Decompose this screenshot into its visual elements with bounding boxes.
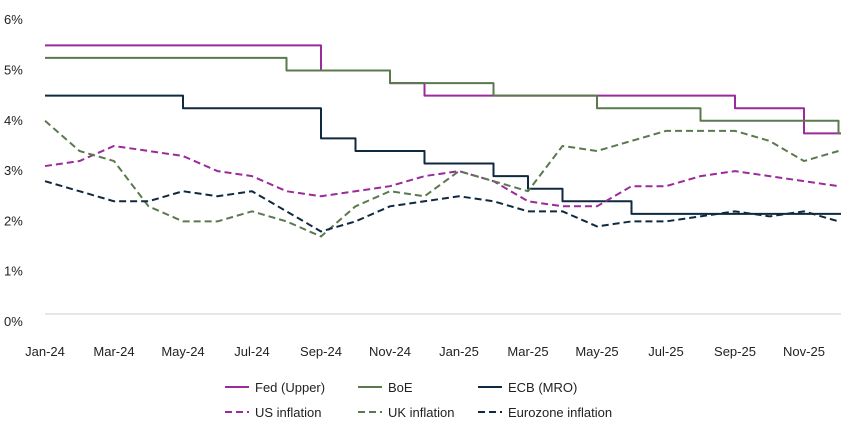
y-tick-label: 4% — [4, 113, 23, 128]
x-tick-label: Jul-24 — [234, 344, 269, 359]
legend-item-fed-upper: Fed (Upper) — [225, 380, 325, 395]
x-tick-label: Mar-25 — [507, 344, 548, 359]
series-line-boe — [45, 56, 841, 135]
legend-item-uk-inflation: UK inflation — [358, 405, 454, 420]
x-tick-label: Nov-24 — [369, 344, 411, 359]
legend-item-eurozone-inflation: Eurozone inflation — [478, 405, 612, 420]
legend-item-boe: BoE — [358, 380, 413, 395]
series-line-us-inflation — [44, 144, 839, 208]
x-tick-label: May-25 — [575, 344, 618, 359]
x-tick-label: Sep-24 — [300, 344, 342, 359]
legend-label: Eurozone inflation — [508, 405, 612, 420]
legend-item-us-inflation: US inflation — [225, 405, 321, 420]
series-line-ecb-mro — [45, 94, 841, 215]
y-tick-label: 0% — [4, 314, 23, 329]
series-line-fed-upper — [45, 44, 841, 135]
y-tick-label: 2% — [4, 213, 23, 228]
legend-label: US inflation — [255, 405, 321, 420]
x-tick-label: Mar-24 — [93, 344, 134, 359]
legend: Fed (Upper) BoE ECB (MRO) US inflation UK in… — [225, 380, 612, 420]
x-tick-label: Jul-25 — [648, 344, 683, 359]
y-tick-label: 5% — [4, 63, 23, 78]
legend-label: UK inflation — [388, 405, 454, 420]
series-line-eurozone-inflation — [44, 180, 839, 233]
legend-label: BoE — [388, 380, 413, 395]
y-tick-label: 1% — [4, 264, 23, 279]
y-axis-ticks: 0% 1% 2% 3% 4% 5% 6% — [4, 12, 23, 329]
y-tick-label: 3% — [4, 163, 23, 178]
series-lines — [44, 44, 841, 238]
x-tick-label: Nov-25 — [783, 344, 825, 359]
x-tick-label: Jan-25 — [439, 344, 479, 359]
legend-label: Fed (Upper) — [255, 380, 325, 395]
x-tick-label: Sep-25 — [714, 344, 756, 359]
x-axis-ticks: Jan-24 Mar-24 May-24 Jul-24 Sep-24 Nov-24 Jan-… — [25, 344, 825, 359]
x-tick-label: Jan-24 — [25, 344, 65, 359]
legend-item-ecb-mro: ECB (MRO) — [478, 380, 577, 395]
legend-label: ECB (MRO) — [508, 380, 577, 395]
x-tick-label: May-24 — [161, 344, 204, 359]
y-tick-label: 6% — [4, 12, 23, 27]
series-line-uk-inflation — [44, 120, 839, 238]
